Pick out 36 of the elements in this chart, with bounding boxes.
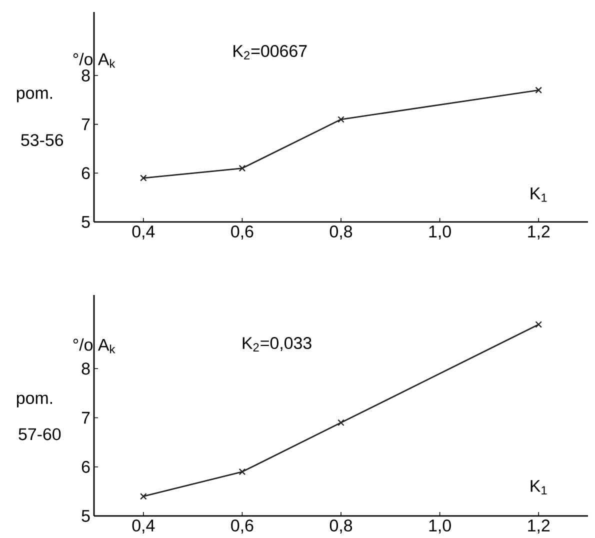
text: K$_{2}$=0,033 xyxy=(242,337,312,352)
point xyxy=(238,164,246,172)
x-tick-label: 0,8 xyxy=(330,226,352,240)
x-tick-label: 1,2 xyxy=(528,520,550,534)
text: pom. xyxy=(16,394,52,408)
text: K$_{2}$=00667 xyxy=(234,45,307,60)
y-tick-label: 7 xyxy=(82,118,90,130)
text: 53-56 xyxy=(21,134,64,146)
x-tick-label: 1,0 xyxy=(429,226,451,240)
text: pom. xyxy=(16,90,52,102)
x-tick-label: 0,8 xyxy=(330,520,352,534)
y-tick-label: 7 xyxy=(82,412,90,424)
y-tick-label: 8 xyxy=(82,69,90,82)
y-tick-label: 5 xyxy=(82,216,90,228)
x-tick-label: 1,0 xyxy=(429,520,451,534)
point xyxy=(140,492,147,500)
x-tick-label: 0,6 xyxy=(231,520,254,534)
x-tick-label: 0,6 xyxy=(231,226,254,240)
x-axis-title: K$_{1}$ xyxy=(530,480,547,494)
x-tick-label: 1,2 xyxy=(528,226,550,240)
point xyxy=(238,468,246,476)
y-tick-label: 8 xyxy=(82,362,90,375)
y-tick-label: 6 xyxy=(82,460,90,473)
point xyxy=(140,174,147,182)
y-tick-label: 6 xyxy=(82,167,90,180)
x-axis-title: K$_{1}$ xyxy=(530,188,547,202)
y-tick-label: 5 xyxy=(82,510,90,522)
x-tick-label: 0,4 xyxy=(132,226,155,240)
point xyxy=(338,116,344,123)
y-axis-title: °/o A$_{k}$ xyxy=(73,52,116,68)
y-axis-title: °/o A$_{k}$ xyxy=(73,338,116,354)
point xyxy=(535,86,542,94)
point xyxy=(338,419,344,426)
point xyxy=(535,321,542,328)
text: 57-60 xyxy=(18,428,61,440)
x-tick-label: 0,4 xyxy=(132,520,155,534)
